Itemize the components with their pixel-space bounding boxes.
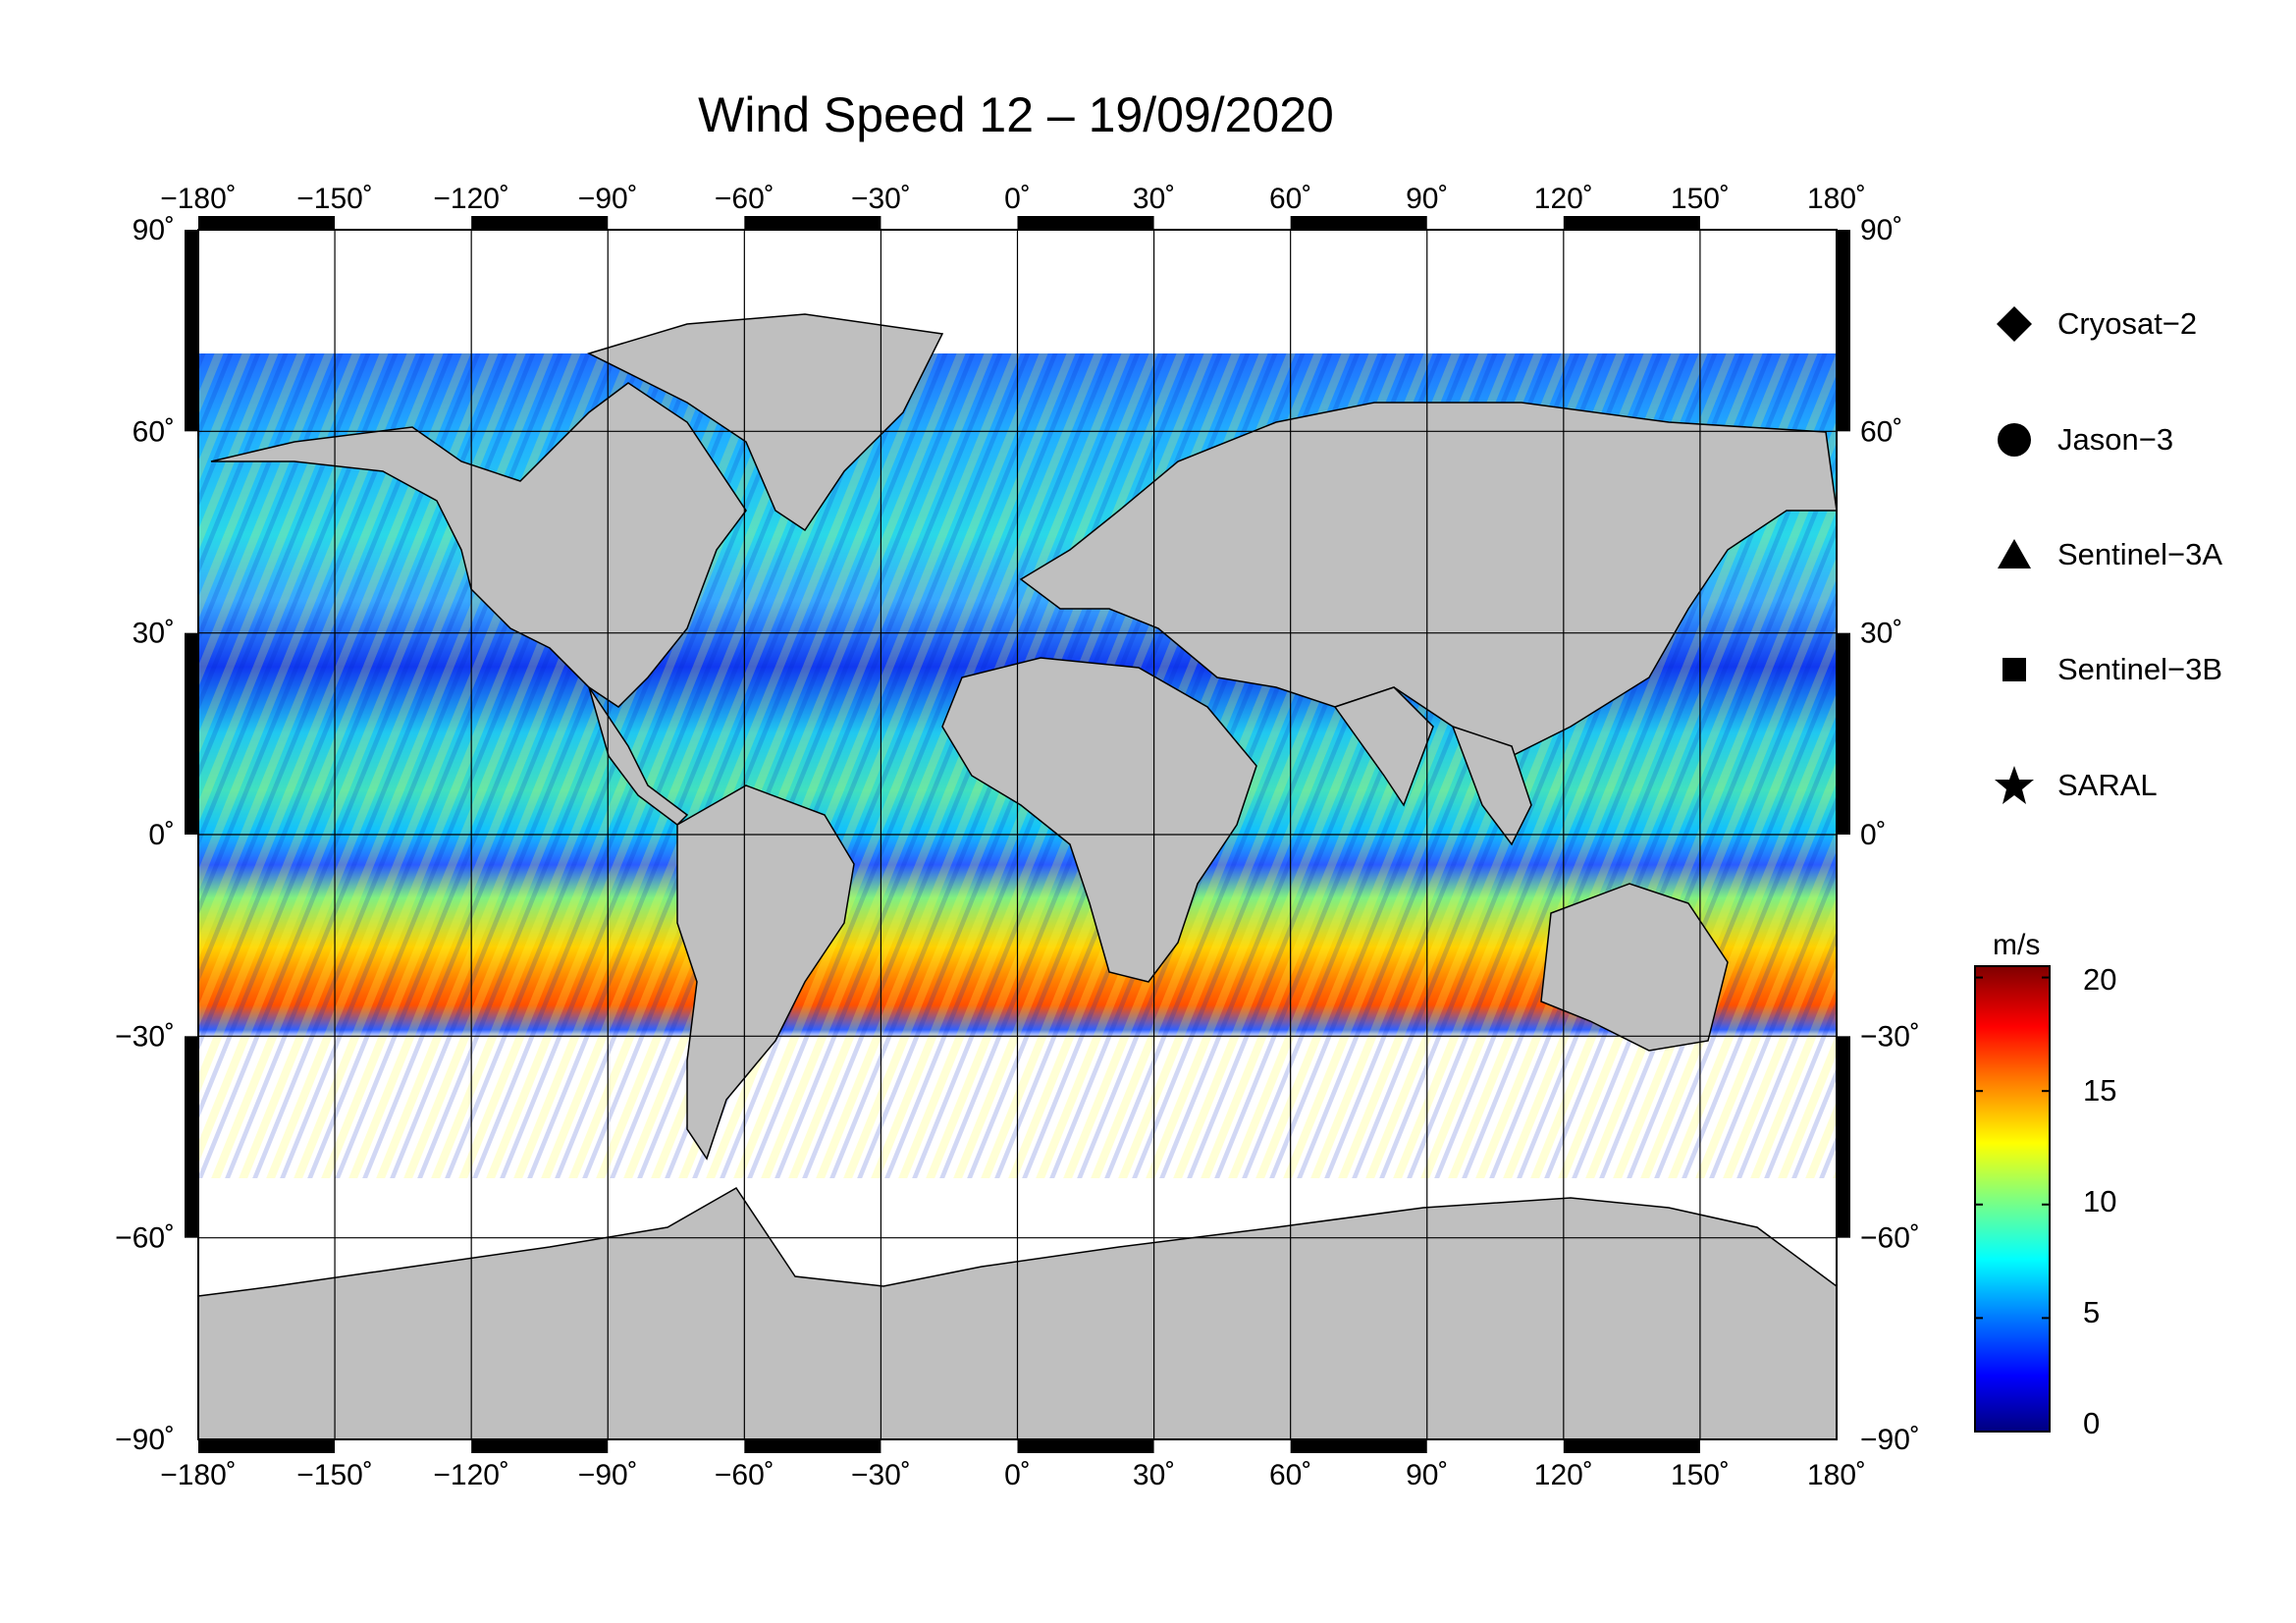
landmass-africa — [941, 657, 1257, 983]
lon-tick-label: 120˚ — [1534, 1459, 1593, 1491]
lon-tick-label: −120˚ — [433, 1459, 509, 1491]
map-area — [185, 216, 1850, 1453]
lat-tick-label: −90˚ — [115, 1424, 175, 1456]
lat-tick-label: −60˚ — [115, 1222, 175, 1255]
lon-tick-label: −120˚ — [433, 183, 509, 215]
diamond-icon — [1993, 302, 2036, 346]
landmass-greenland — [586, 313, 944, 532]
legend-item-cryosat: Cryosat−2 — [1993, 295, 2197, 353]
legend-label: Sentinel−3B — [2057, 652, 2223, 686]
frame-bar — [744, 1439, 881, 1453]
frame-bar — [185, 1036, 198, 1238]
lon-tick-label: −150˚ — [296, 183, 373, 215]
lat-tick-label: 90˚ — [133, 214, 175, 246]
lon-tick-label: 60˚ — [1269, 183, 1311, 215]
colorbar-label: 5 — [2083, 1295, 2101, 1329]
lat-labels-left: 90˚ 60˚ 30˚ 0˚ −30˚ −60˚ −90˚ — [115, 214, 175, 1456]
legend-label: SARAL — [2057, 768, 2158, 802]
lon-tick-label: 0˚ — [1004, 1459, 1031, 1491]
lon-tick-label: 150˚ — [1671, 1459, 1730, 1491]
graticule — [198, 230, 1837, 1439]
lon-tick-label: −150˚ — [296, 1459, 373, 1491]
legend-item-saral: SARAL — [1993, 756, 2158, 815]
legend-label: Sentinel−3A — [2057, 537, 2223, 571]
landmass-eurasia — [1019, 402, 1838, 767]
frame-bar — [198, 216, 336, 230]
lon-tick-label: 0˚ — [1004, 183, 1031, 215]
frame-bar — [1017, 1439, 1154, 1453]
lon-labels-top: −180˚ −150˚ −120˚ −90˚ −60˚ −30˚ 0˚ 30˚ 60˚ 90˚ 12… — [160, 183, 1866, 215]
legend-label: Jason−3 — [2057, 422, 2174, 457]
colorbar-label: 15 — [2083, 1073, 2117, 1108]
colorbar-label: 10 — [2083, 1184, 2117, 1218]
lat-tick-label: 30˚ — [1860, 618, 1902, 650]
lon-tick-label: −60˚ — [715, 183, 774, 215]
lat-tick-label: 0˚ — [1860, 819, 1887, 851]
legend-item-sentinel-3b: Sentinel−3B — [1993, 640, 2222, 699]
colorbar-label: 20 — [2083, 962, 2117, 997]
legend-item-sentinel-3a: Sentinel−3A — [1993, 525, 2222, 584]
lon-tick-label: 120˚ — [1534, 183, 1593, 215]
lon-tick-label: 90˚ — [1406, 1459, 1448, 1491]
frame-bar — [1837, 632, 1850, 835]
landmass-south-america — [676, 784, 855, 1161]
landmass-central-america — [588, 686, 689, 826]
lon-tick-label: −30˚ — [851, 183, 911, 215]
lat-tick-label: −30˚ — [1860, 1020, 1920, 1053]
frame-bar — [471, 1439, 609, 1453]
frame-bar — [1290, 1439, 1427, 1453]
lon-tick-label: 60˚ — [1269, 1459, 1311, 1491]
page-title: Wind Speed 12 – 19/09/2020 — [698, 87, 1334, 142]
lon-tick-label: 30˚ — [1133, 183, 1175, 215]
frame-bar — [185, 230, 198, 432]
colorbar-unit: m/s — [1993, 929, 2041, 961]
frame-bar — [1563, 1439, 1700, 1453]
frame-bar — [1837, 1036, 1850, 1238]
frame-bar — [198, 1439, 336, 1453]
lon-tick-label: −180˚ — [160, 183, 237, 215]
landmass-north-america — [210, 382, 747, 708]
lat-tick-label: 60˚ — [1860, 415, 1902, 448]
circle-icon — [1993, 418, 2036, 461]
lon-labels-bottom: −180˚ −150˚ −120˚ −90˚ −60˚ −30˚ 0˚ 30˚ 60˚ 90˚ 12… — [160, 1459, 1866, 1491]
legend-label: Cryosat−2 — [2057, 306, 2198, 341]
lat-labels-right: 90˚ 60˚ 30˚ 0˚ −30˚ −60˚ −90˚ — [1860, 214, 1920, 1456]
lon-tick-label: −90˚ — [578, 1459, 638, 1491]
lat-tick-label: 30˚ — [133, 618, 175, 650]
colorbar-ticks — [1975, 976, 2050, 1433]
lon-tick-label: −90˚ — [578, 183, 638, 215]
landmass-southeast-asia — [1451, 725, 1532, 846]
lon-tick-label: −180˚ — [160, 1459, 237, 1491]
lon-tick-label: 150˚ — [1671, 183, 1730, 215]
frame-bar — [1017, 216, 1154, 230]
square-icon — [1993, 648, 2036, 691]
frame-bar — [744, 216, 881, 230]
lat-tick-label: 60˚ — [133, 415, 175, 448]
lon-tick-label: 180˚ — [1807, 183, 1866, 215]
star-icon — [1993, 764, 2036, 807]
lat-tick-label: 90˚ — [1860, 214, 1902, 246]
lon-tick-label: −30˚ — [851, 1459, 911, 1491]
frame-bar — [471, 216, 609, 230]
lat-tick-label: −60˚ — [1860, 1222, 1920, 1255]
lat-tick-label: −90˚ — [1860, 1424, 1920, 1456]
lon-tick-label: 90˚ — [1406, 183, 1448, 215]
frame-bar — [1563, 216, 1700, 230]
lon-tick-label: 180˚ — [1807, 1459, 1866, 1491]
lon-tick-label: 30˚ — [1133, 1459, 1175, 1491]
colorbar — [1974, 965, 2051, 1433]
frame-bar — [1837, 230, 1850, 432]
landmass-india — [1333, 686, 1434, 807]
frame-bar — [1290, 216, 1427, 230]
triangle-icon — [1993, 533, 2036, 576]
colorbar-label: 0 — [2083, 1406, 2101, 1440]
lat-tick-label: −30˚ — [115, 1020, 175, 1053]
landmass-australia — [1540, 883, 1729, 1052]
lon-tick-label: −60˚ — [715, 1459, 774, 1491]
frame-ticks — [185, 216, 1850, 1453]
lat-tick-label: 0˚ — [148, 819, 175, 851]
legend-item-jason: Jason−3 — [1993, 410, 2173, 469]
frame-bar — [185, 632, 198, 835]
